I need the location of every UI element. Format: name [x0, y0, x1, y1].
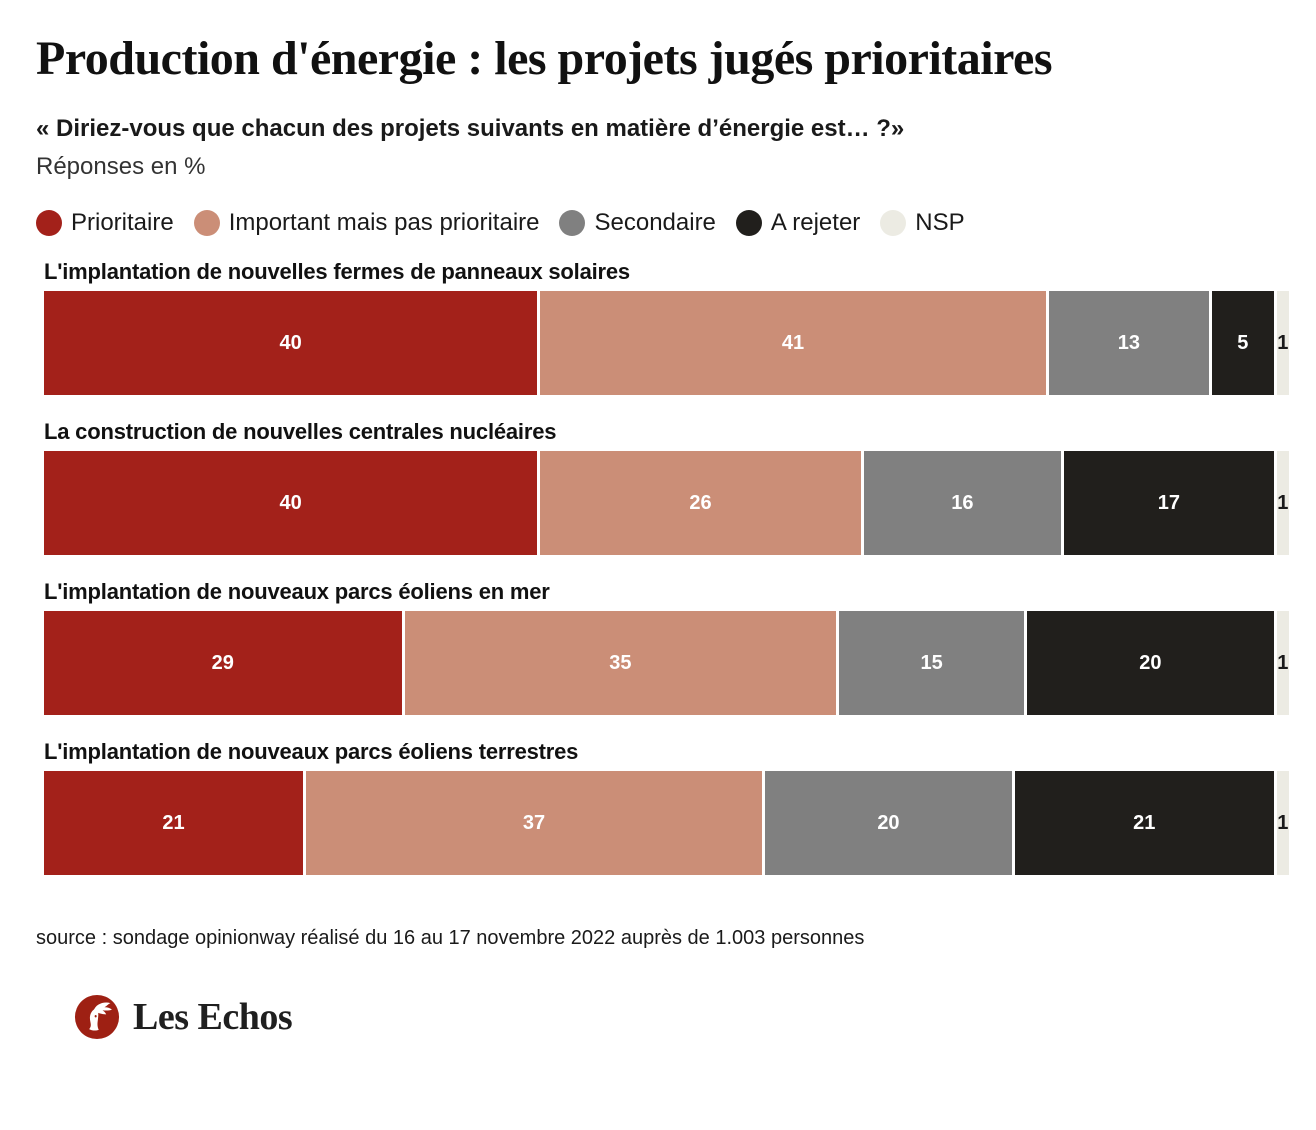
page-title: Production d'énergie : les projets jugés…	[36, 32, 1053, 85]
bar-category-label: L'implantation de nouveaux parcs éoliens…	[44, 739, 579, 765]
stacked-bar: 40 26 16 17 1	[44, 451, 1289, 556]
bar-segment: 20	[765, 771, 1012, 876]
bar-segment: 26	[540, 451, 861, 556]
legend-label: Important mais pas prioritaire	[228, 209, 540, 237]
bar-segment: 21	[44, 771, 303, 876]
bar-group-1: La construction de nouvelles centrales n…	[44, 419, 1289, 556]
bar-group-3: L'implantation de nouveaux parcs éoliens…	[44, 739, 1289, 876]
stacked-bar: 40 41 13 5 1	[44, 291, 1290, 396]
brand-logo: Les Echos	[74, 994, 1316, 1040]
bar-segment: 20	[1027, 611, 1274, 716]
source-note: source : sondage opinionway réalisé du 1…	[36, 927, 865, 950]
bar-group-2: L'implantation de nouveaux parcs éoliens…	[44, 579, 1289, 716]
legend-dot-icon	[36, 210, 62, 237]
legend-label: NSP	[915, 209, 965, 237]
bar-segment-value: 15	[920, 651, 943, 674]
lesechos-emblem-icon	[74, 995, 120, 1040]
legend-dot-icon	[193, 210, 220, 237]
bar-segment-value: 40	[279, 331, 302, 354]
bar-segment-value: 13	[1117, 331, 1140, 354]
stacked-bar: 21 37 20 21 1	[44, 771, 1289, 876]
bar-segment-value: 1	[1277, 811, 1289, 834]
bar-segment: 13	[1048, 291, 1210, 396]
bar-segment-value: 5	[1237, 331, 1249, 354]
bar-segment-value: 21	[162, 811, 185, 834]
bar-segment: 17	[1064, 451, 1274, 556]
bar-segment-value: 21	[1133, 811, 1156, 834]
legend-label: A rejeter	[770, 209, 861, 237]
bar-segment-value: 1	[1277, 331, 1289, 354]
bar-segment-value: 35	[609, 651, 632, 674]
bar-segment: 5	[1212, 291, 1274, 396]
chart-rows: L'implantation de nouvelles fermes de pa…	[44, 259, 1290, 876]
bar-segment-value: 29	[211, 651, 234, 674]
bar-segment: 1	[1276, 611, 1289, 716]
bar-segment-value: 40	[279, 491, 302, 514]
bar-segment: 37	[305, 771, 763, 876]
bar-segment: 15	[839, 611, 1025, 716]
brand-name: Les Echos	[133, 996, 293, 1039]
stacked-bar: 29 35 15 20 1	[44, 611, 1289, 716]
bar-segment: 1	[1276, 771, 1289, 876]
legend-item-2: Secondaire	[559, 209, 716, 237]
bar-segment-value: 1	[1277, 651, 1289, 674]
chart-card: Production d'énergie : les projets jugés…	[36, 32, 1316, 1040]
bar-segment: 16	[863, 451, 1062, 556]
legend-item-4: NSP	[880, 209, 965, 237]
bar-category-label: L'implantation de nouvelles fermes de pa…	[44, 259, 630, 285]
legend-dot-icon	[880, 210, 907, 237]
bar-segment: 35	[404, 611, 837, 716]
survey-question: « Diriez-vous que chacun des projets sui…	[36, 115, 905, 143]
legend-label: Secondaire	[594, 209, 716, 237]
legend-item-0: Prioritaire	[36, 209, 174, 237]
bar-segment: 1	[1276, 451, 1289, 556]
bar-category-label: L'implantation de nouveaux parcs éoliens…	[44, 579, 550, 605]
bar-segment: 41	[540, 291, 1046, 396]
legend-item-3: A rejeter	[735, 209, 861, 237]
bar-segment: 40	[44, 451, 538, 556]
bar-segment: 29	[44, 611, 402, 716]
bar-segment-value: 20	[1139, 651, 1162, 674]
legend-dot-icon	[559, 210, 586, 237]
bar-group-0: L'implantation de nouvelles fermes de pa…	[44, 259, 1290, 396]
bar-segment-value: 41	[781, 331, 805, 354]
bar-category-label: La construction de nouvelles centrales n…	[44, 419, 557, 445]
legend-item-1: Important mais pas prioritaire	[193, 209, 540, 237]
bar-segment-value: 17	[1157, 491, 1180, 514]
legend-label: Prioritaire	[71, 209, 174, 237]
bar-segment: 40	[44, 291, 538, 396]
bar-segment-value: 20	[877, 811, 900, 834]
bar-segment-value: 1	[1277, 491, 1289, 514]
bar-segment-value: 26	[689, 491, 712, 514]
legend: Prioritaire Important mais pas prioritair…	[36, 209, 1316, 237]
legend-dot-icon	[735, 210, 762, 237]
bar-segment: 1	[1276, 291, 1290, 396]
bar-segment-value: 37	[522, 811, 546, 834]
bar-segment-value: 16	[951, 491, 974, 514]
unit-label: Réponses en %	[36, 153, 206, 181]
bar-segment: 21	[1014, 771, 1274, 876]
